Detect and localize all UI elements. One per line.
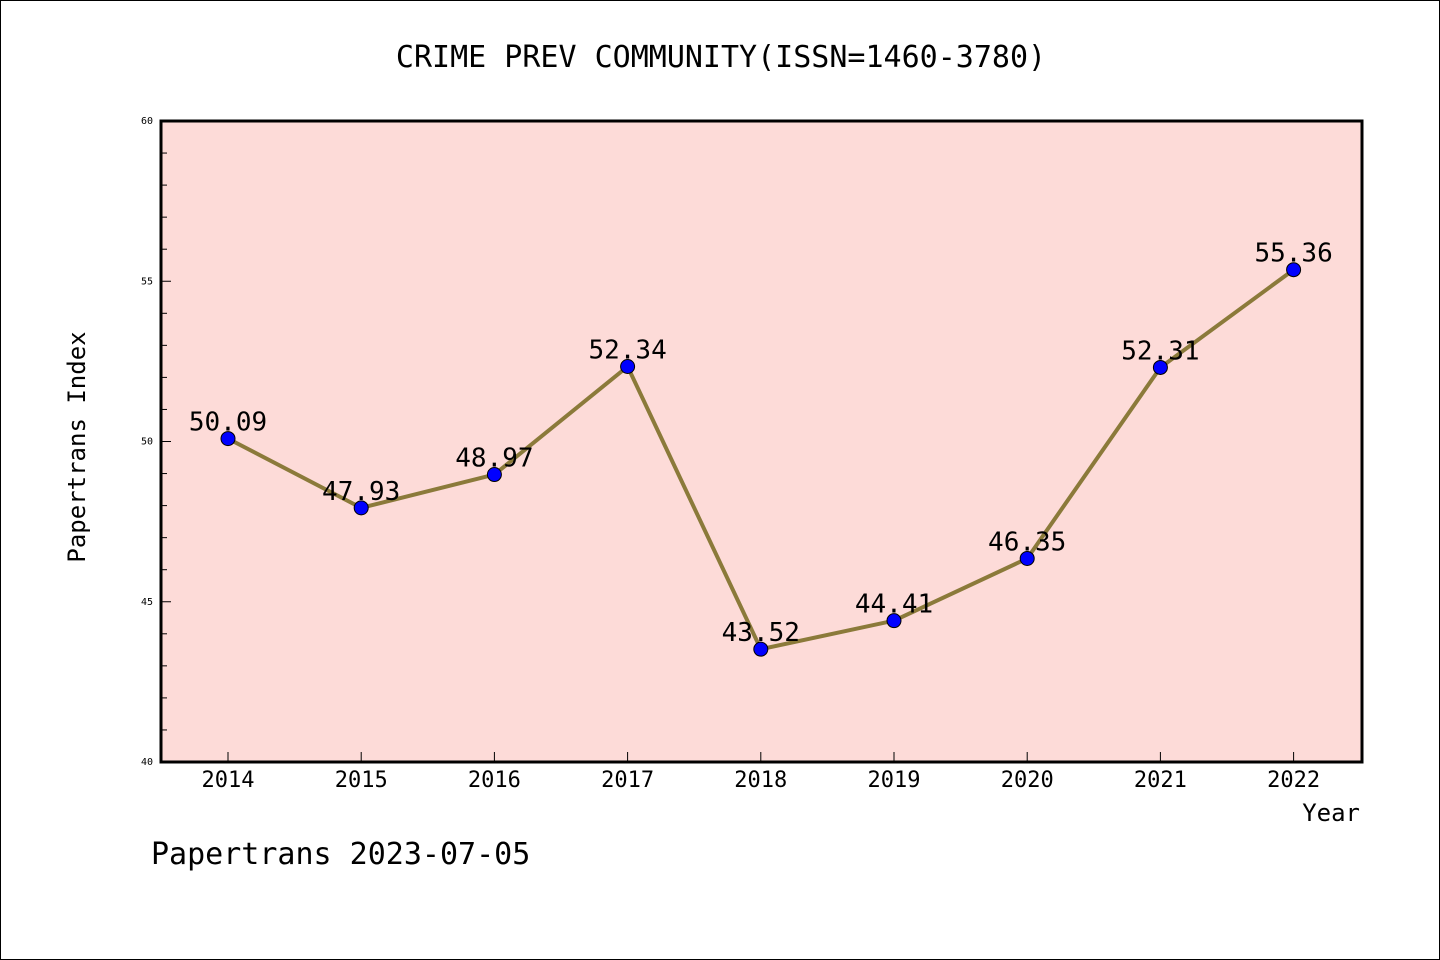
data-point: [1152, 359, 1168, 375]
data-label: 44.41: [855, 590, 933, 620]
data-label: 48.97: [455, 444, 533, 474]
y-axis-label: Papertrans Index: [63, 331, 91, 562]
chart-title: CRIME PREV COMMUNITY(ISSN=1460-3780): [396, 40, 1046, 75]
x-tick-label: 2022: [1267, 768, 1320, 793]
data-label: 52.31: [1121, 336, 1199, 366]
x-tick-label: 2021: [1134, 768, 1187, 793]
x-axis: 2014 2015 2016 2017 2018 2019 2020 2021 2022: [202, 752, 1320, 793]
x-tick-label: 2019: [868, 768, 921, 793]
data-label: 55.36: [1254, 239, 1332, 269]
data-point: [220, 431, 236, 447]
data-point: [486, 467, 502, 483]
data-label: 52.34: [588, 336, 666, 366]
data-label: 47.93: [322, 477, 400, 507]
data-label: 43.52: [722, 618, 800, 648]
data-point: [353, 500, 369, 516]
y-tick-label: 55: [141, 276, 153, 287]
footer-date: Papertrans 2023-07-05: [151, 837, 530, 872]
y-tick-label: 60: [141, 116, 153, 127]
data-point: [753, 641, 769, 657]
x-tick-label: 2018: [734, 768, 787, 793]
series-line-group: 50.09 47.93 48.97 52.34 43.52 44.41 46.35 52.31…: [189, 239, 1333, 657]
y-axis: 40 45 50 55 60: [141, 116, 171, 768]
x-tick-label: 2017: [601, 768, 654, 793]
data-point: [1019, 550, 1035, 566]
data-point: [620, 359, 636, 375]
x-tick-label: 2014: [202, 768, 255, 793]
data-point: [1286, 262, 1302, 278]
x-tick-label: 2016: [468, 768, 521, 793]
y-tick-label: 40: [141, 757, 153, 768]
data-label: 46.35: [988, 527, 1066, 557]
x-tick-label: 2015: [335, 768, 388, 793]
x-tick-label: 2020: [1001, 768, 1054, 793]
y-tick-label: 50: [141, 437, 153, 448]
plot-area: [159, 119, 1364, 764]
data-point: [886, 613, 902, 629]
data-label: 50.09: [189, 408, 267, 438]
y-tick-label: 45: [141, 597, 153, 608]
x-axis-label: Year: [1302, 799, 1360, 827]
